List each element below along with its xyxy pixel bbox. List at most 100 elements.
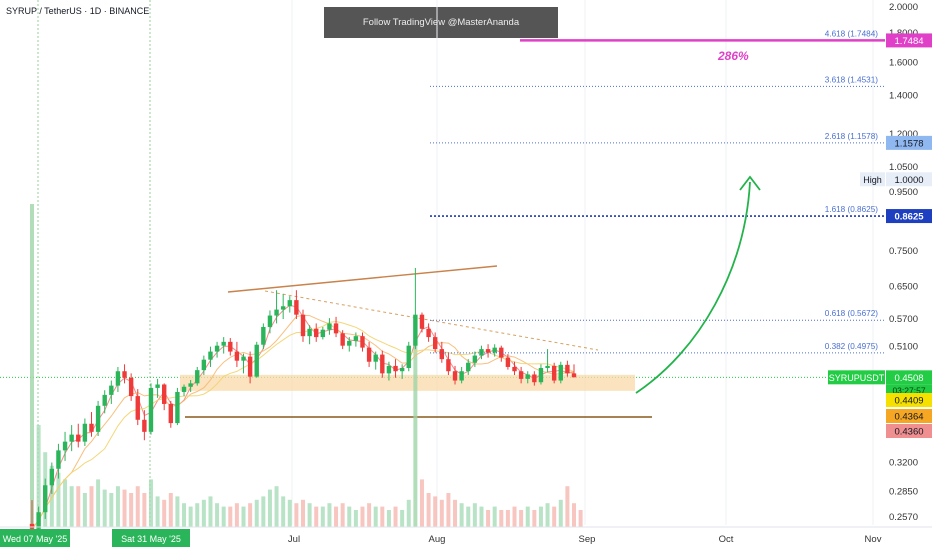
time-tick-label: Nov <box>865 534 882 545</box>
volume-bar <box>400 510 405 527</box>
price-label-text: 0.4364 <box>894 412 923 423</box>
candle-body <box>571 373 577 378</box>
candle-body <box>254 344 259 377</box>
price-axis[interactable]: 2.00001.80001.60001.40001.20001.05000.95… <box>828 0 932 550</box>
follow-banner[interactable]: Follow TradingView @MasterAnanda <box>324 7 558 38</box>
price-label-text: 1.1578 <box>894 138 923 149</box>
fib-level-label: 4.618 (1.7484) <box>825 29 879 38</box>
volume-bar <box>49 465 54 527</box>
volume-bar <box>56 472 61 527</box>
countdown-text: 03:27:57 <box>892 385 925 395</box>
volume-bar <box>208 496 213 527</box>
candle-body <box>43 485 48 513</box>
volume-bar <box>168 493 173 527</box>
candle-body <box>545 365 550 369</box>
candle-body <box>102 394 107 406</box>
candle-body <box>532 374 537 383</box>
candle-body <box>406 345 411 369</box>
volume-bar <box>479 506 484 527</box>
candle-body <box>314 328 319 338</box>
volume-bar <box>155 496 160 527</box>
candle-body <box>56 450 61 469</box>
candle-body <box>142 419 147 432</box>
volume-bar <box>96 479 101 527</box>
price-tick-label: 0.3200 <box>889 458 918 469</box>
candle-body <box>320 329 326 338</box>
candle-body <box>419 314 425 329</box>
volume-bar <box>486 510 491 527</box>
volume-bar <box>188 506 193 527</box>
candle-body <box>393 365 398 372</box>
price-label-tag <box>886 135 932 150</box>
volume-bar <box>327 503 332 527</box>
volume-bar <box>538 506 543 527</box>
candle-body <box>327 323 332 330</box>
volume-bar <box>148 479 153 527</box>
high-tag-box <box>860 172 885 187</box>
price-label-text: 1.7484 <box>894 36 923 47</box>
price-label-tag <box>886 33 932 48</box>
fib-level-label: 3.618 (1.4531) <box>825 75 879 84</box>
fib-level-label: 1.618 (0.8625) <box>825 205 879 214</box>
volume-bar <box>572 503 576 527</box>
candle-body <box>221 341 226 346</box>
volume-bar <box>340 503 345 527</box>
candles <box>29 267 577 543</box>
volume-bar <box>175 496 180 527</box>
time-tick-label: Oct <box>719 534 734 545</box>
price-axis-background <box>886 0 932 550</box>
volume-bar <box>578 510 583 527</box>
volume-bar <box>393 506 398 527</box>
volume-bar <box>254 499 259 527</box>
price-tick-label: 2.0000 <box>889 2 918 13</box>
volume-bar <box>76 486 81 527</box>
volume-bar <box>248 503 253 527</box>
volume-bar <box>301 499 305 527</box>
volume-bar <box>201 499 206 527</box>
price-label-tag <box>886 209 932 224</box>
candle-body <box>241 356 246 361</box>
candle-body <box>161 384 167 404</box>
candle-body <box>89 423 94 432</box>
highlighted-date-box <box>112 529 190 547</box>
symbol-title: SYRUP / TetherUS · 1D · BINANCE <box>6 6 150 16</box>
descending-trendline <box>264 290 599 351</box>
volume-bar <box>294 503 299 527</box>
price-label-tag <box>886 424 932 438</box>
volume-bar <box>347 506 352 527</box>
volume-bar <box>129 493 134 527</box>
volume-bar <box>532 510 537 527</box>
volume-bar <box>261 496 266 527</box>
candle-body <box>247 356 253 377</box>
price-tick-label: 0.5700 <box>889 314 918 325</box>
volume-bar <box>30 204 34 527</box>
volume-bar <box>287 499 292 527</box>
symbol-tag-box <box>828 370 885 385</box>
candle-body <box>525 374 530 379</box>
upper-trendline <box>227 265 498 293</box>
candle-body <box>214 345 220 352</box>
highlighted-date-label: Wed 07 May '25 <box>3 534 68 544</box>
candle-body <box>115 371 121 386</box>
candle-body <box>426 328 431 338</box>
volume-bar <box>492 506 497 527</box>
volume-bar <box>466 506 471 527</box>
fib-level-label: 0.618 (0.5672) <box>825 309 879 318</box>
volume-bar <box>565 486 570 527</box>
time-axis[interactable]: Jul Aug Sep Oct Nov Wed 07 May '25 Sat 31 May … <box>0 526 932 547</box>
symbol-tag-text: SYRUPUSDT <box>829 373 885 383</box>
annotations: 286% <box>635 49 761 394</box>
candle-body <box>558 364 563 381</box>
candle-body <box>360 336 365 348</box>
candle-body <box>195 370 200 384</box>
volume-bar <box>426 493 431 527</box>
candle-body <box>208 351 213 360</box>
candle-body <box>135 396 140 420</box>
candle-body <box>347 340 352 346</box>
volume-bars <box>30 204 583 527</box>
volume-bar <box>135 486 140 527</box>
candle-body <box>413 314 418 346</box>
volume-bar <box>433 496 438 527</box>
volume-bar <box>373 506 378 527</box>
